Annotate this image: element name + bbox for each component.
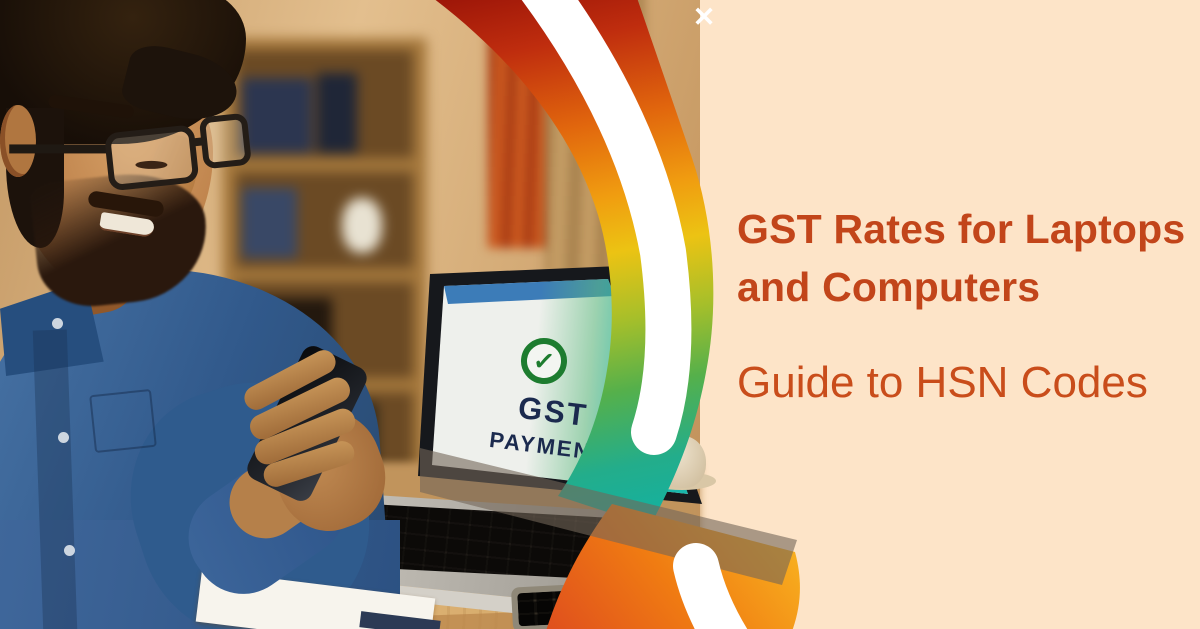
close-icon: ✕ bbox=[692, 2, 716, 32]
calculator-keys bbox=[517, 586, 647, 627]
shelf-board bbox=[236, 268, 413, 282]
shirt-pocket bbox=[89, 388, 157, 454]
coffee-mug bbox=[660, 436, 706, 488]
glasses-temple-arm bbox=[9, 144, 110, 154]
books bbox=[242, 188, 297, 258]
banner-title: GST Rates for Laptops and Computers bbox=[737, 200, 1197, 316]
vase bbox=[342, 198, 382, 253]
person-ear bbox=[0, 105, 36, 177]
calculator bbox=[510, 580, 654, 629]
shelf-board bbox=[236, 158, 413, 172]
office-photo: ✓ GST PAYMENT bbox=[0, 0, 716, 629]
shirt-button bbox=[58, 432, 69, 443]
glasses-far-lens bbox=[198, 112, 252, 170]
shirt-button bbox=[64, 545, 75, 556]
shirt-button bbox=[52, 318, 63, 329]
glasses-bridge bbox=[192, 137, 206, 147]
glasses-near-lens bbox=[103, 124, 200, 192]
close-button[interactable]: ✕ bbox=[686, 0, 722, 34]
books bbox=[242, 78, 312, 153]
books bbox=[317, 73, 357, 153]
banner-title-line2: and Computers bbox=[737, 264, 1041, 310]
banner-subtitle: Guide to HSN Codes bbox=[737, 358, 1148, 407]
banner-title-line1: GST Rates for Laptops bbox=[737, 206, 1186, 252]
person-eye bbox=[135, 160, 168, 169]
